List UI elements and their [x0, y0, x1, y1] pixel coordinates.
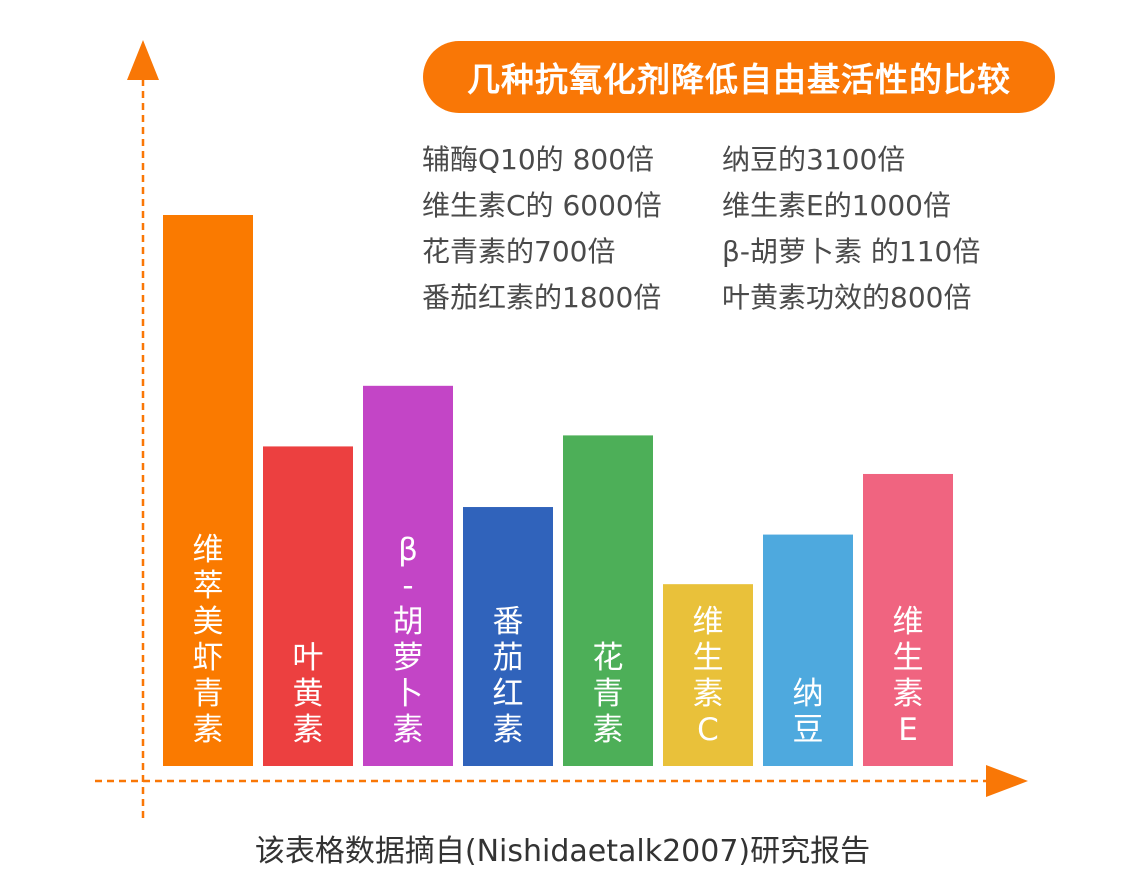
bar-7: [763, 534, 853, 766]
bar-label-char: 素: [493, 712, 524, 748]
bar-label-char: 维: [193, 532, 224, 568]
bar-label-char: 茄: [493, 640, 524, 676]
annotation-item: 番茄红素的1800倍: [422, 281, 662, 314]
bar-label-char: 美: [193, 604, 224, 640]
bar-label-char: 青: [593, 676, 624, 712]
bar-label-char: 虾: [193, 640, 224, 676]
bar-label-char: 纳: [793, 676, 824, 712]
bar-label-char: 素: [893, 676, 924, 712]
annotation-item: 维生素C的 6000倍: [422, 189, 662, 222]
bar-label-char: 红: [493, 676, 524, 712]
annotation-list: 辅酶Q10的 800倍 纳豆的3100倍 维生素C的 6000倍 维生素E的10…: [422, 138, 1042, 320]
bar-label-char: 生: [693, 640, 724, 676]
bar-label-char: 素: [593, 712, 624, 748]
bar-2: [263, 446, 353, 766]
bar-label-char: 豆: [793, 712, 824, 748]
bar-5: [563, 435, 653, 766]
y-axis-arrow: [127, 40, 159, 80]
bar-label-char: 青: [193, 676, 224, 712]
bar-label-char: 叶: [293, 640, 324, 676]
annotation-item: 纳豆的3100倍: [722, 143, 906, 176]
annotation-item: 叶黄素功效的800倍: [722, 281, 972, 314]
bar-label-char: E: [898, 712, 918, 748]
annotation-item: 花青素的700倍: [422, 235, 616, 268]
bar-label-char: 素: [193, 712, 224, 748]
bar-label-char: -: [402, 568, 413, 604]
annotation-item: 辅酶Q10的 800倍: [422, 143, 655, 176]
chart-bars: [163, 215, 953, 766]
x-axis-arrow: [986, 765, 1028, 797]
bar-1: [163, 215, 253, 766]
bar-8: [863, 473, 953, 766]
bar-6: [663, 584, 753, 766]
chart-axes: [95, 40, 1028, 818]
annotation-item: β-胡萝卜素 的110倍: [722, 235, 981, 268]
bar-3: [363, 385, 453, 766]
bar-label-char: 生: [893, 640, 924, 676]
bar-label-char: 花: [593, 640, 624, 676]
bar-label-char: 胡: [393, 604, 424, 640]
bar-label-char: 萃: [193, 568, 224, 604]
bar-label-char: 黄: [293, 676, 324, 712]
bar-label-char: 番: [493, 604, 524, 640]
source-note: 该表格数据摘自(Nishidaetalk2007)研究报告: [254, 834, 871, 869]
bar-label-char: 萝: [393, 640, 424, 676]
annotation-item: 维生素E的1000倍: [722, 189, 951, 222]
bar-label-char: 素: [693, 676, 724, 712]
bar-label-char: 维: [693, 604, 724, 640]
bar-4: [463, 507, 553, 766]
bar-label-char: C: [697, 712, 719, 748]
bar-label-char: 素: [393, 712, 424, 748]
bar-label-char: 维: [893, 604, 924, 640]
bar-label-char: 素: [293, 712, 324, 748]
bar-label-char: β: [398, 532, 418, 568]
chart-title: 几种抗氧化剂降低自由基活性的比较: [423, 41, 1055, 113]
bar-label-char: 卜: [393, 676, 424, 712]
